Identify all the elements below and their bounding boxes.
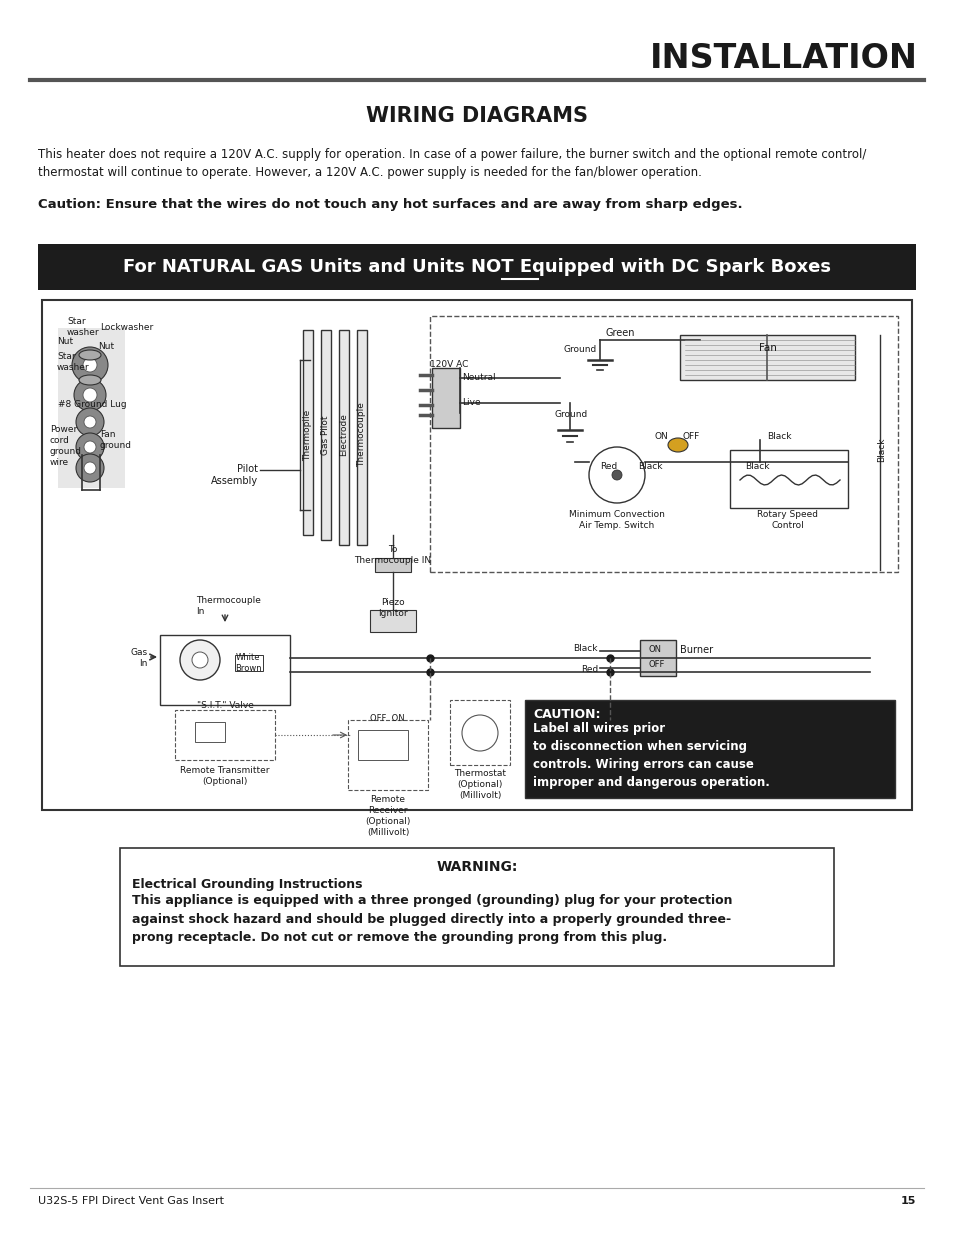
Polygon shape	[58, 329, 125, 488]
Circle shape	[588, 447, 644, 503]
Text: WIRING DIAGRAMS: WIRING DIAGRAMS	[366, 106, 587, 126]
Bar	[729, 450, 847, 508]
Text: INSTALLATION: INSTALLATION	[649, 42, 917, 74]
Text: Label all wires prior
to disconnection when servicing
controls. Wiring errors ca: Label all wires prior to disconnection w…	[533, 722, 769, 789]
Text: ON: ON	[655, 432, 668, 441]
Bar	[42, 300, 911, 810]
Bar	[120, 848, 833, 966]
Bar	[432, 368, 459, 429]
Text: To
Thermocouple IN: To Thermocouple IN	[355, 545, 431, 566]
Text: Red: Red	[599, 462, 617, 471]
Circle shape	[192, 652, 208, 668]
Ellipse shape	[667, 438, 687, 452]
Text: Burner: Burner	[679, 645, 713, 655]
Circle shape	[84, 462, 96, 474]
Circle shape	[76, 454, 104, 482]
Text: 15: 15	[900, 1195, 915, 1207]
Text: Live: Live	[461, 398, 480, 408]
Circle shape	[180, 640, 220, 680]
Text: ON: ON	[648, 645, 661, 655]
Text: Nut: Nut	[98, 342, 114, 351]
Text: U32S-5 FPI Direct Vent Gas Insert: U32S-5 FPI Direct Vent Gas Insert	[38, 1195, 224, 1207]
Circle shape	[84, 441, 96, 453]
Text: Green: Green	[604, 329, 634, 338]
Text: Lockwasher: Lockwasher	[100, 324, 153, 332]
Bar	[370, 610, 416, 632]
Text: Remote
Receiver
(Optional)
(Millivolt): Remote Receiver (Optional) (Millivolt)	[365, 795, 410, 837]
Text: Power
cord
ground
wire: Power cord ground wire	[50, 425, 82, 467]
Text: Black: Black	[638, 462, 661, 471]
Circle shape	[84, 416, 96, 429]
Bar	[160, 635, 290, 705]
Text: Neutral: Neutral	[461, 373, 496, 382]
Bar	[356, 330, 367, 545]
Circle shape	[612, 471, 621, 480]
Bar	[194, 722, 225, 742]
Text: For NATURAL GAS Units and Units NOT Equipped with DC Spark Boxes: For NATURAL GAS Units and Units NOT Equi…	[123, 258, 830, 275]
Text: Piezo
Ignitor: Piezo Ignitor	[377, 598, 407, 618]
Circle shape	[76, 408, 104, 436]
Circle shape	[83, 358, 97, 372]
Bar	[679, 335, 854, 380]
Text: White
Brown: White Brown	[234, 653, 261, 673]
Bar	[38, 245, 915, 290]
Text: Fan
ground: Fan ground	[100, 430, 132, 450]
Text: 120V AC: 120V AC	[430, 359, 468, 369]
Text: Minimum Convection
Air Temp. Switch: Minimum Convection Air Temp. Switch	[569, 510, 664, 530]
Text: OFF  ON: OFF ON	[370, 714, 404, 722]
Text: Thermocouple
In: Thermocouple In	[195, 597, 260, 616]
Text: Gas
In: Gas In	[131, 648, 148, 668]
Bar	[338, 330, 349, 545]
Text: Fan: Fan	[759, 343, 776, 353]
Text: Nut: Nut	[57, 337, 73, 346]
Text: OFF: OFF	[648, 659, 664, 669]
Text: Star
washer: Star washer	[57, 352, 90, 372]
Text: Black: Black	[573, 643, 598, 653]
Text: Thermocouple: Thermocouple	[357, 403, 366, 467]
Circle shape	[71, 347, 108, 383]
Bar	[639, 640, 676, 676]
Circle shape	[74, 379, 106, 411]
Bar	[430, 316, 897, 572]
Bar	[348, 720, 428, 790]
Circle shape	[461, 715, 497, 751]
Text: Black: Black	[877, 437, 885, 462]
Text: Star
washer: Star washer	[67, 317, 99, 337]
Circle shape	[76, 433, 104, 461]
Ellipse shape	[79, 350, 101, 359]
Text: CAUTION:: CAUTION:	[533, 708, 599, 721]
Text: Thermopile: Thermopile	[303, 409, 313, 461]
Bar	[357, 730, 408, 760]
Text: Caution: Ensure that the wires do not touch any hot surfaces and are away from s: Caution: Ensure that the wires do not to…	[38, 198, 741, 211]
Bar	[320, 330, 331, 540]
Text: OFF: OFF	[682, 432, 700, 441]
Text: WARNING:: WARNING:	[436, 860, 517, 874]
Text: Red: Red	[580, 664, 598, 674]
Bar	[450, 700, 510, 764]
Circle shape	[83, 388, 97, 403]
Bar	[303, 330, 313, 535]
Bar	[524, 700, 894, 798]
Bar	[234, 655, 263, 671]
Bar	[174, 710, 274, 760]
Text: Gas Pilot: Gas Pilot	[321, 415, 330, 454]
Text: Black: Black	[766, 432, 791, 441]
Text: Ground: Ground	[555, 410, 588, 419]
Text: Ground: Ground	[563, 345, 596, 354]
Text: Electrode: Electrode	[339, 414, 348, 457]
Text: Remote Transmitter
(Optional): Remote Transmitter (Optional)	[180, 766, 270, 787]
Text: Electrical Grounding Instructions: Electrical Grounding Instructions	[132, 878, 362, 890]
Bar	[375, 558, 411, 572]
Text: Black: Black	[744, 462, 769, 471]
Text: Rotary Speed
Control: Rotary Speed Control	[757, 510, 818, 530]
Text: This heater does not require a 120V A.C. supply for operation. In case of a powe: This heater does not require a 120V A.C.…	[38, 148, 865, 179]
Text: This appliance is equipped with a three pronged (grounding) plug for your protec: This appliance is equipped with a three …	[132, 894, 732, 944]
Text: Thermostat
(Optional)
(Millivolt): Thermostat (Optional) (Millivolt)	[454, 769, 505, 800]
Text: "S.I.T." Valve: "S.I.T." Valve	[196, 701, 253, 710]
Text: #8 Ground Lug: #8 Ground Lug	[58, 400, 127, 409]
Ellipse shape	[79, 375, 101, 385]
Text: Pilot
Assembly: Pilot Assembly	[211, 464, 257, 487]
